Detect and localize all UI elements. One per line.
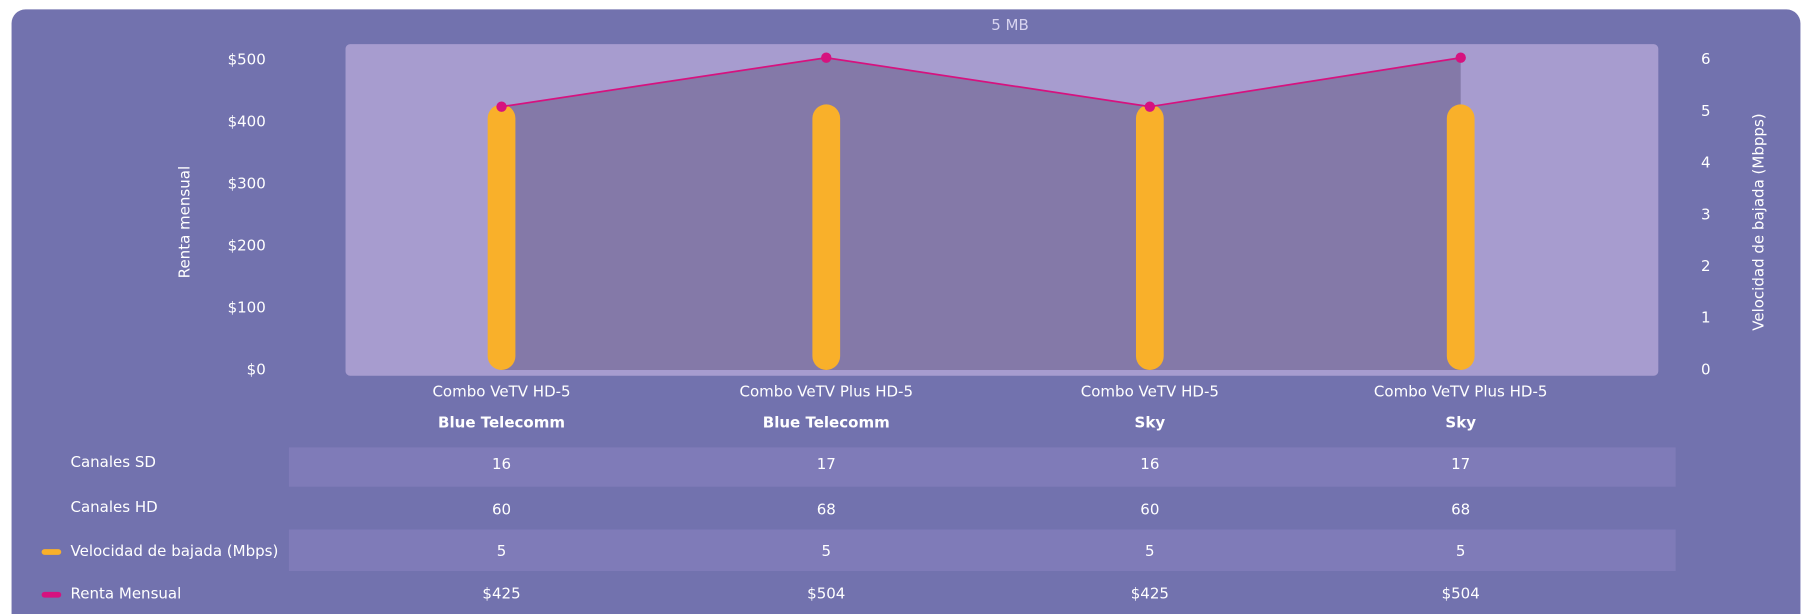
bar xyxy=(487,104,516,370)
y2-tick-label: 3 xyxy=(1701,205,1711,223)
x-tick-label: Combo VeTV HD-5 xyxy=(1081,382,1219,400)
provider-label: Blue Telecomm xyxy=(438,414,565,432)
line xyxy=(501,56,1461,108)
table-cell: 5 xyxy=(1456,542,1466,560)
x-tick-label: Combo VeTV Plus HD-5 xyxy=(740,382,914,400)
table-band xyxy=(288,447,1676,487)
y2-axis-label: Velocidad de bajada (Mbpps) xyxy=(1749,113,1767,330)
table-cell: 16 xyxy=(492,455,511,473)
table-cell: 68 xyxy=(817,500,836,518)
table-cell: $425 xyxy=(1131,585,1169,603)
table-cell: $504 xyxy=(807,585,845,603)
table-cell: 60 xyxy=(492,500,511,518)
table-cell: $425 xyxy=(482,585,520,603)
line-area xyxy=(501,57,1461,370)
line-point xyxy=(821,52,832,63)
legend-label: Renta Mensual xyxy=(70,585,181,603)
line-point xyxy=(496,101,507,112)
bar xyxy=(1446,104,1475,370)
y2-tick-label: 4 xyxy=(1701,154,1711,172)
y-tick-label: $400 xyxy=(228,113,266,131)
table-cell: 17 xyxy=(1451,455,1470,473)
table-cell: 16 xyxy=(1140,455,1159,473)
y-tick-label: $100 xyxy=(228,299,266,317)
table-cell: 5 xyxy=(821,542,831,560)
y-tick-label: $300 xyxy=(228,175,266,193)
y-tick-label: $0 xyxy=(247,360,266,378)
y-axis-label: Renta mensual xyxy=(175,166,193,278)
line-point xyxy=(1144,101,1156,112)
x-tick-label: Combo VeTV HD-5 xyxy=(432,382,570,400)
table-cell: $504 xyxy=(1442,585,1480,603)
provider-label: Sky xyxy=(1445,414,1476,432)
y-tick-label: $500 xyxy=(228,51,266,69)
chart-title: 5 MB xyxy=(991,16,1029,34)
provider-label: Sky xyxy=(1135,414,1166,432)
table-band xyxy=(288,529,1676,572)
y2-tick-label: 2 xyxy=(1701,257,1711,275)
x-tick-label: Combo VeTV Plus HD-5 xyxy=(1374,382,1548,400)
table-cell: 5 xyxy=(1145,542,1155,560)
line-point xyxy=(1455,52,1466,63)
y2-tick-label: 0 xyxy=(1701,360,1711,378)
bar xyxy=(1135,104,1164,370)
bar xyxy=(812,104,841,370)
y2-tick-label: 5 xyxy=(1701,102,1711,120)
table-cell: 68 xyxy=(1451,500,1470,518)
row-label: Canales SD xyxy=(70,453,156,471)
y2-tick-label: 6 xyxy=(1701,50,1711,68)
table-cell: 5 xyxy=(497,542,507,560)
y2-tick-label: 1 xyxy=(1701,309,1711,327)
table-cell: 60 xyxy=(1140,500,1159,518)
provider-label: Blue Telecomm xyxy=(763,414,890,432)
row-label: Canales HD xyxy=(70,498,157,516)
legend-label: Velocidad de bajada (Mbps) xyxy=(70,542,278,560)
y-tick-label: $200 xyxy=(228,237,266,255)
legend-swatch xyxy=(41,549,62,555)
table-cell: 17 xyxy=(817,455,836,473)
legend-swatch xyxy=(41,591,62,598)
